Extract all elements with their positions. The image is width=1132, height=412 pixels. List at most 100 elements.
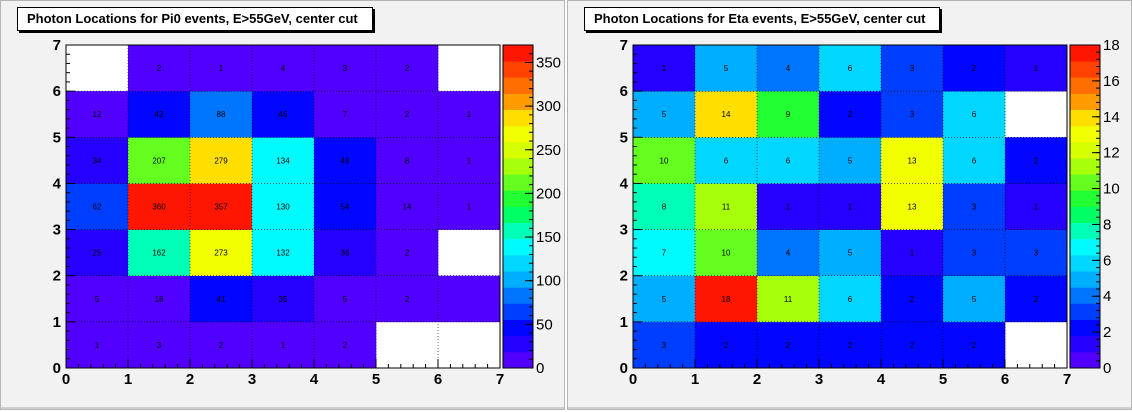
eta-cell-label: 7 bbox=[662, 249, 667, 258]
eta-cell bbox=[881, 45, 944, 92]
pi0-x-tick-label: 4 bbox=[310, 371, 319, 388]
eta-colorbar-segment bbox=[1070, 190, 1100, 207]
pi0-cell bbox=[66, 321, 129, 369]
eta-cell-label: 6 bbox=[972, 110, 977, 119]
eta-colorbar-segment bbox=[1070, 303, 1100, 320]
pi0-cell-label: 46 bbox=[279, 110, 288, 119]
pi0-colorbar-segment bbox=[503, 206, 533, 224]
eta-cell bbox=[943, 91, 1006, 138]
eta-cell-label: 6 bbox=[848, 64, 853, 73]
pi0-y-tick-label: 7 bbox=[53, 37, 61, 54]
eta-cell bbox=[819, 183, 882, 230]
eta-colorbar-segment bbox=[1070, 238, 1100, 256]
eta-cell-label: 1 bbox=[662, 64, 667, 73]
pi0-cell-label: 54 bbox=[341, 203, 350, 212]
pi0-plot-frame bbox=[65, 44, 501, 369]
eta-x-tick-label: 1 bbox=[691, 371, 699, 388]
pi0-colorbar-segment bbox=[503, 61, 533, 78]
pi0-cell bbox=[438, 91, 501, 138]
eta-x-tick-label: 4 bbox=[877, 371, 886, 388]
eta-cell bbox=[819, 137, 882, 184]
eta-cell bbox=[757, 321, 820, 369]
pi0-cell bbox=[190, 45, 253, 92]
eta-cell-label: 1 bbox=[848, 203, 853, 212]
pi0-cell bbox=[314, 275, 377, 323]
eta-cell-label: 6 bbox=[848, 295, 853, 304]
eta-cell-label: 3 bbox=[972, 203, 977, 212]
pi0-colorbar-tick-label: 150 bbox=[536, 229, 561, 246]
eta-cell-label: 5 bbox=[848, 156, 853, 165]
pi0-cell bbox=[128, 321, 191, 369]
pi0-colorbar-segment bbox=[503, 45, 533, 62]
eta-cell-label: 5 bbox=[662, 295, 667, 304]
eta-colorbar-segment bbox=[1070, 93, 1100, 110]
eta-cell bbox=[695, 45, 758, 92]
eta-x-tick-label: 5 bbox=[939, 371, 947, 388]
pi0-colorbar-tick-label: 0 bbox=[536, 360, 544, 377]
pi0-cell bbox=[190, 275, 253, 323]
eta-cell bbox=[881, 183, 944, 230]
pi0-x-tick-label: 1 bbox=[124, 371, 132, 388]
eta-cell bbox=[757, 137, 820, 184]
eta-cell-label: 3 bbox=[910, 64, 915, 73]
pi0-chart-title: Photon Locations for Pi0 events, E>55GeV… bbox=[17, 7, 373, 31]
pi0-colorbar-segment bbox=[503, 287, 533, 304]
eta-panel-bottom-rule bbox=[568, 407, 1131, 409]
eta-colorbar-segment bbox=[1070, 254, 1100, 272]
eta-x-tick-label: 6 bbox=[1001, 371, 1009, 388]
pi0-colorbar-tick-label: 350 bbox=[536, 54, 561, 71]
pi0-cell-label: 1 bbox=[467, 110, 472, 119]
eta-cell bbox=[881, 91, 944, 138]
eta-cell-label: 4 bbox=[786, 64, 791, 73]
eta-cell-label: 2 bbox=[910, 341, 915, 350]
eta-colorbar-tick-label: 16 bbox=[1103, 73, 1120, 90]
eta-colorbar-segment bbox=[1070, 77, 1100, 94]
pi0-cell bbox=[66, 91, 129, 138]
pi0-colorbar-segment bbox=[503, 190, 533, 207]
eta-cell-label: 10 bbox=[660, 156, 669, 165]
eta-cell bbox=[881, 275, 944, 323]
eta-cell bbox=[633, 183, 696, 230]
eta-cell-label: 6 bbox=[972, 156, 977, 165]
pi0-colorbar-segment bbox=[503, 93, 533, 110]
pi0-cell-label: 2 bbox=[405, 64, 410, 73]
eta-cell-label: 2 bbox=[910, 295, 915, 304]
pi0-cell-label: 2 bbox=[405, 110, 410, 119]
eta-cell bbox=[757, 91, 820, 138]
pi0-cell-label: 25 bbox=[93, 249, 102, 258]
eta-cell bbox=[1005, 275, 1068, 323]
pi0-colorbar-tick-label: 50 bbox=[536, 316, 553, 333]
eta-cell bbox=[943, 183, 1006, 230]
pi0-colorbar-segment bbox=[503, 174, 533, 191]
pi0-cell bbox=[376, 229, 439, 277]
pi0-cell bbox=[376, 183, 439, 230]
eta-y-tick-label: 4 bbox=[620, 175, 629, 192]
eta-colorbar-segment bbox=[1070, 61, 1100, 78]
pi0-cell-label: 279 bbox=[214, 156, 228, 165]
pi0-cell bbox=[438, 137, 501, 184]
eta-cell-label: 3 bbox=[1034, 249, 1039, 258]
pi0-cell bbox=[252, 275, 315, 323]
pi0-cell bbox=[252, 183, 315, 230]
pi0-y-tick-label: 5 bbox=[53, 129, 61, 146]
pi0-cell bbox=[190, 229, 253, 277]
eta-y-tick-label: 1 bbox=[620, 314, 628, 331]
eta-y-tick-label: 3 bbox=[620, 222, 628, 239]
pi0-colorbar-segment bbox=[503, 303, 533, 320]
eta-colorbar-segment bbox=[1070, 319, 1100, 337]
pi0-cell-label: 130 bbox=[276, 203, 290, 212]
pi0-cell bbox=[314, 45, 377, 92]
pi0-y-tick-label: 1 bbox=[53, 314, 61, 331]
pi0-cell bbox=[252, 321, 315, 369]
pi0-cell-label: 35 bbox=[279, 295, 288, 304]
eta-cell bbox=[819, 91, 882, 138]
pi0-cell bbox=[190, 321, 253, 369]
pi0-cell bbox=[128, 229, 191, 277]
pi0-x-tick-label: 5 bbox=[372, 371, 380, 388]
pi0-colorbar-tick-label: 300 bbox=[536, 98, 561, 115]
pi0-cell-label: 2 bbox=[157, 64, 162, 73]
pi0-cell-label: 2 bbox=[219, 341, 224, 350]
pi0-x-tick-label: 2 bbox=[186, 371, 194, 388]
eta-cell-label: 2 bbox=[848, 110, 853, 119]
eta-cell-label: 8 bbox=[662, 203, 667, 212]
